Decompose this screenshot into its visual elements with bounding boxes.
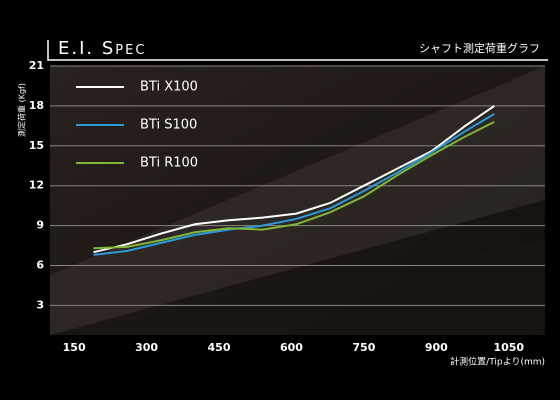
series-line: [93, 120, 495, 250]
series-line: [93, 105, 495, 254]
y-tick-label: 15: [29, 139, 44, 152]
series-line: [93, 113, 495, 256]
x-axis-label: 計測位置/Tipより(mm): [450, 356, 545, 368]
y-tick-label: 9: [36, 219, 44, 232]
x-tick-label: 150: [63, 341, 86, 354]
x-tick-label: 900: [425, 341, 448, 354]
header-rule: [47, 40, 548, 61]
x-tick-label: 600: [280, 341, 303, 354]
y-tick-label: 12: [29, 179, 44, 192]
x-tick-label: 750: [352, 341, 375, 354]
x-tick-label: 300: [135, 341, 158, 354]
y-tick-label: 18: [29, 99, 44, 112]
chart-subtitle: シャフト測定荷重グラフ: [419, 41, 540, 55]
x-tick-label: 1050: [493, 341, 524, 354]
x-tick-label: 450: [208, 341, 231, 354]
y-axis-label: 測定荷重 (Kgf): [17, 83, 27, 137]
y-tick-label: 3: [36, 298, 44, 311]
decor-band: [50, 240, 545, 335]
y-tick-label: 6: [36, 259, 44, 272]
legend-label: BTi S100: [140, 118, 197, 133]
legend-label: BTi R100: [140, 156, 198, 171]
y-tick-label: 21: [29, 59, 44, 72]
decor-band: [50, 66, 545, 335]
legend-label: BTi X100: [140, 80, 198, 95]
chart-title: E.I. Spec: [58, 38, 146, 59]
